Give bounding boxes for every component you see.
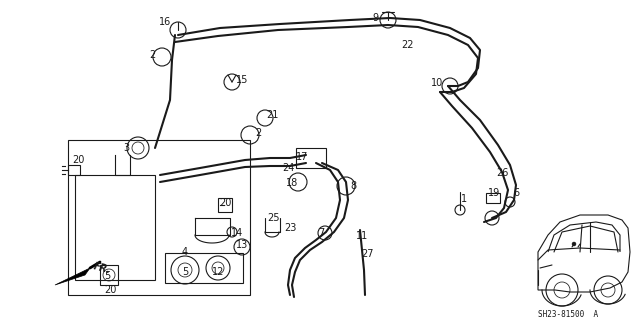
Circle shape bbox=[572, 242, 576, 246]
Bar bbox=[218, 198, 232, 212]
Text: 12: 12 bbox=[212, 267, 224, 277]
Bar bbox=[486, 193, 500, 203]
Text: 21: 21 bbox=[266, 110, 278, 120]
Text: 20: 20 bbox=[72, 155, 84, 165]
Text: 2: 2 bbox=[255, 128, 261, 138]
Text: 18: 18 bbox=[286, 178, 298, 188]
Text: 3: 3 bbox=[123, 143, 129, 153]
Text: 2: 2 bbox=[149, 50, 155, 60]
Bar bbox=[68, 140, 250, 295]
Text: 4: 4 bbox=[182, 247, 188, 257]
Text: 25: 25 bbox=[268, 213, 280, 223]
Text: 20: 20 bbox=[219, 198, 231, 208]
Polygon shape bbox=[55, 268, 90, 285]
Text: 11: 11 bbox=[356, 231, 368, 241]
Text: 20: 20 bbox=[104, 285, 116, 295]
Text: SH23-81500  A: SH23-81500 A bbox=[538, 310, 598, 319]
Bar bbox=[165, 253, 243, 283]
Text: FR.: FR. bbox=[92, 262, 112, 276]
Text: 23: 23 bbox=[284, 223, 296, 233]
Text: 5: 5 bbox=[104, 271, 110, 281]
Text: 26: 26 bbox=[496, 168, 508, 178]
Bar bbox=[75, 175, 155, 280]
Bar bbox=[68, 165, 80, 175]
Text: 19: 19 bbox=[488, 188, 500, 198]
Bar bbox=[100, 265, 118, 285]
Text: 14: 14 bbox=[231, 228, 243, 238]
Text: 6: 6 bbox=[513, 188, 519, 198]
Text: 27: 27 bbox=[362, 249, 374, 259]
Text: 10: 10 bbox=[431, 78, 443, 88]
Text: 1: 1 bbox=[461, 194, 467, 204]
Text: 15: 15 bbox=[236, 75, 248, 85]
Text: 16: 16 bbox=[159, 17, 171, 27]
Text: 13: 13 bbox=[236, 240, 248, 250]
Text: 8: 8 bbox=[350, 181, 356, 191]
Text: 9: 9 bbox=[372, 13, 378, 23]
Text: 7: 7 bbox=[318, 228, 324, 238]
Text: 5: 5 bbox=[182, 267, 188, 277]
Text: 22: 22 bbox=[402, 40, 414, 50]
Bar bbox=[296, 148, 326, 168]
Text: 17: 17 bbox=[296, 152, 308, 162]
Text: 24: 24 bbox=[282, 163, 294, 173]
